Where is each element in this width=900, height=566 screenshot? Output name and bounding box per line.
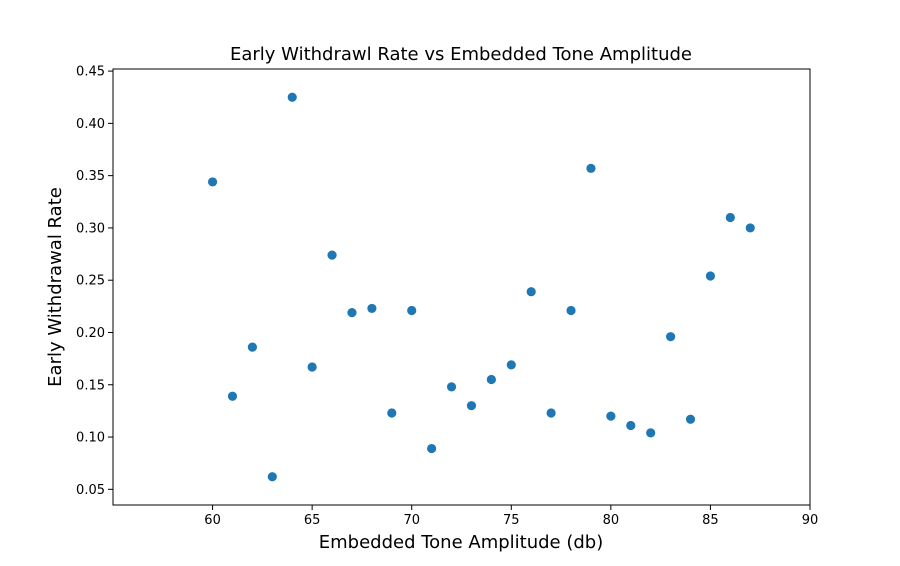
data-point: [725, 212, 735, 223]
data-point: [506, 360, 516, 370]
x-tick-label: 80: [603, 513, 620, 528]
data-point: [626, 420, 636, 431]
y-tick-label: 0.20: [76, 326, 105, 341]
data-point: [566, 305, 576, 316]
data-point: [307, 362, 317, 372]
y-tick-label: 0.25: [76, 274, 105, 289]
y-tick-label: 0.45: [76, 65, 105, 80]
data-point: [347, 308, 357, 318]
data-point: [705, 271, 716, 281]
data-point: [646, 428, 656, 438]
y-tick-label: 0.40: [76, 117, 105, 132]
data-point: [526, 287, 536, 297]
data-point: [227, 391, 238, 401]
chart-title: Early Withdrawl Rate vs Embedded Tone Am…: [230, 44, 692, 65]
data-point: [606, 411, 616, 421]
x-axis-label: Embedded Tone Amplitude (db): [319, 532, 604, 553]
data-point: [486, 374, 496, 385]
data-point: [466, 401, 477, 411]
data-point: [287, 92, 297, 102]
y-tick-label: 0.35: [76, 169, 105, 184]
data-point: [586, 163, 596, 173]
data-point: [427, 443, 437, 454]
y-tick-label: 0.10: [76, 431, 105, 446]
plot-area: 60 65 70 75 80 85 90 0.05 0.10 0.15 0.20 0.25 0.30 0.…: [76, 65, 818, 528]
data-point: [247, 342, 257, 352]
x-tick-label: 70: [403, 513, 420, 528]
x-tick-label: 85: [702, 513, 719, 528]
x-tick-label: 90: [802, 513, 819, 528]
data-point: [685, 414, 696, 424]
data-point: [446, 382, 457, 392]
data-point: [207, 177, 218, 187]
plot-frame: [112, 68, 811, 506]
data-point: [407, 305, 417, 316]
y-tick-label: 0.15: [76, 378, 105, 393]
data-point: [367, 303, 377, 314]
y-tick-label: 0.30: [76, 221, 105, 236]
data-point: [745, 223, 755, 233]
x-tick-label: 75: [503, 513, 520, 528]
x-tick-label: 60: [204, 513, 221, 528]
data-point: [267, 472, 277, 482]
data-point: [546, 408, 556, 418]
x-tick-label: 65: [304, 513, 321, 528]
data-point: [666, 332, 676, 342]
y-axis-label: Early Withdrawal Rate: [45, 187, 66, 387]
data-point: [387, 408, 397, 418]
y-tick-label: 0.05: [76, 483, 105, 498]
data-point: [327, 250, 337, 260]
